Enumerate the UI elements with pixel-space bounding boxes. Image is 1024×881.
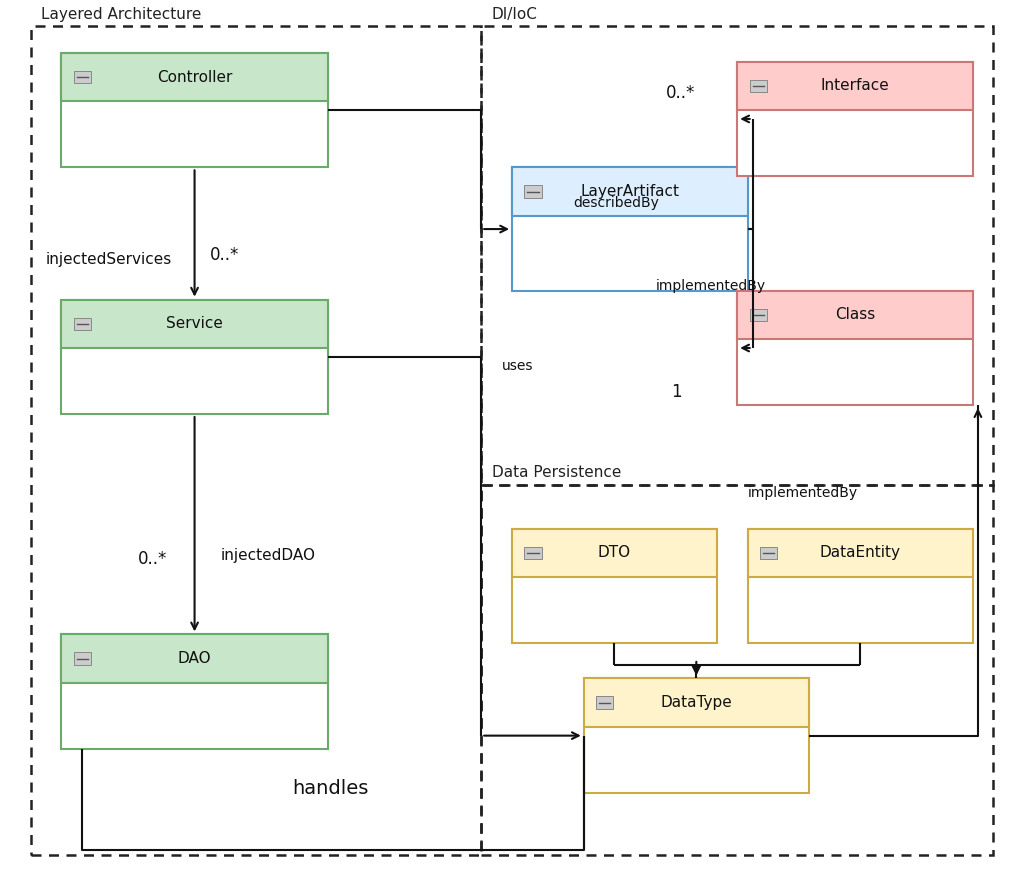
- Bar: [512, 529, 717, 577]
- Bar: [584, 678, 809, 793]
- Bar: [512, 167, 748, 216]
- Bar: [512, 167, 748, 291]
- Bar: [481, 485, 993, 855]
- Bar: [750, 308, 767, 322]
- Text: Controller: Controller: [157, 70, 232, 85]
- Text: Layered Architecture: Layered Architecture: [41, 7, 202, 22]
- Bar: [737, 291, 973, 405]
- Bar: [61, 53, 328, 167]
- Text: DI/IoC: DI/IoC: [492, 7, 538, 22]
- Bar: [31, 26, 481, 855]
- Text: injectedDAO: injectedDAO: [220, 547, 315, 563]
- Bar: [61, 634, 328, 749]
- Text: uses: uses: [502, 359, 534, 373]
- Bar: [748, 529, 973, 643]
- Text: handles: handles: [292, 779, 369, 798]
- Text: DataType: DataType: [660, 695, 732, 710]
- Text: Service: Service: [166, 316, 223, 331]
- Text: LayerArtifact: LayerArtifact: [581, 184, 679, 199]
- Text: injectedServices: injectedServices: [46, 252, 172, 268]
- Bar: [737, 62, 973, 176]
- Bar: [74, 318, 91, 330]
- Bar: [481, 26, 993, 485]
- Bar: [750, 80, 767, 93]
- Text: implementedBy: implementedBy: [655, 279, 766, 293]
- Bar: [737, 62, 973, 110]
- Bar: [524, 546, 542, 559]
- Bar: [61, 300, 328, 414]
- Bar: [74, 652, 91, 664]
- Text: Interface: Interface: [820, 78, 890, 93]
- Bar: [74, 71, 91, 84]
- Text: Class: Class: [835, 307, 876, 322]
- Text: DTO: DTO: [598, 545, 631, 560]
- Bar: [61, 634, 328, 683]
- Text: DataEntity: DataEntity: [819, 545, 901, 560]
- Bar: [737, 291, 973, 339]
- Bar: [512, 529, 717, 643]
- Text: describedBy: describedBy: [573, 196, 659, 210]
- Text: 0..*: 0..*: [210, 247, 240, 264]
- Bar: [760, 546, 777, 559]
- Text: 1: 1: [671, 383, 681, 401]
- Bar: [596, 696, 613, 708]
- Text: 0..*: 0..*: [666, 84, 695, 101]
- Text: 0..*: 0..*: [138, 551, 168, 568]
- Bar: [61, 53, 328, 101]
- Text: Data Persistence: Data Persistence: [492, 465, 621, 480]
- Text: DAO: DAO: [178, 651, 211, 666]
- Text: implementedBy: implementedBy: [748, 486, 858, 500]
- Bar: [61, 300, 328, 348]
- Bar: [524, 185, 542, 198]
- Bar: [584, 678, 809, 727]
- Bar: [748, 529, 973, 577]
